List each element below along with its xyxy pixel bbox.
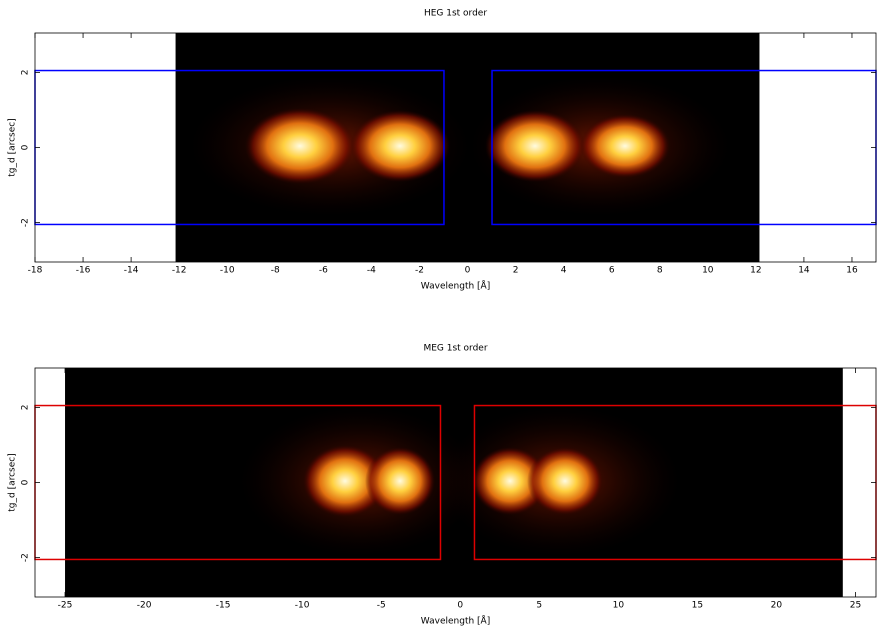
x-tick-label: 4 [561,266,567,276]
x-tick-label: -12 [172,266,187,276]
x-tick-label: 16 [846,266,858,276]
emission-glow [240,406,680,556]
x-tick-label: 0 [457,601,463,611]
x-tick-label: 6 [609,266,615,276]
x-tick-label: 10 [613,601,625,611]
x-tick-label: 10 [702,266,714,276]
y-tick-label: 0 [21,144,31,150]
x-tick-label: 2 [513,266,519,276]
x-tick-label: -18 [28,266,43,276]
x-tick-label: -10 [220,266,235,276]
x-tick-label: 5 [536,601,542,611]
y-tick-label: -2 [21,218,31,227]
x-tick-label: -15 [216,601,231,611]
x-tick-label: 20 [771,601,783,611]
overlay-0: -18 -16 -14 -12 -10 -8 -6 -4 -2 0 2 4 6 8 10 12 14 16 -2 0 2… [8,9,877,292]
emission-glow [190,76,730,216]
x-axis-label: Wavelength [Å] [421,280,490,292]
x-tick-label: 14 [798,266,810,276]
x-tick-label: 15 [692,601,703,611]
y-tick-label: 0 [21,479,31,485]
x-tick-label: -4 [367,266,376,276]
x-tick-label: -14 [124,266,139,276]
x-tick-label: -5 [377,601,386,611]
x-tick-label: -16 [76,266,91,276]
y-tick-label: 2 [21,70,31,76]
x-tick-label: 12 [750,266,761,276]
chart-title: MEG 1st order [423,344,487,354]
x-tick-label: -6 [319,266,328,276]
x-tick-label: -20 [137,601,152,611]
x-tick-label: -8 [271,266,280,276]
chart-title: HEG 1st order [424,9,487,19]
x-tick-label: -2 [415,266,424,276]
x-axis-label: Wavelength [Å] [421,615,490,627]
y-tick-label: 2 [21,405,31,411]
x-tick-label: 0 [465,266,471,276]
x-tick-label: -10 [295,601,310,611]
y-axis-label: tg_d [arcsec] [8,453,18,511]
y-tick-label: -2 [21,553,31,562]
x-tick-label: 8 [657,266,663,276]
x-tick-label: 25 [850,601,861,611]
y-axis-label: tg_d [arcsec] [8,118,18,176]
x-tick-label: -25 [58,601,73,611]
